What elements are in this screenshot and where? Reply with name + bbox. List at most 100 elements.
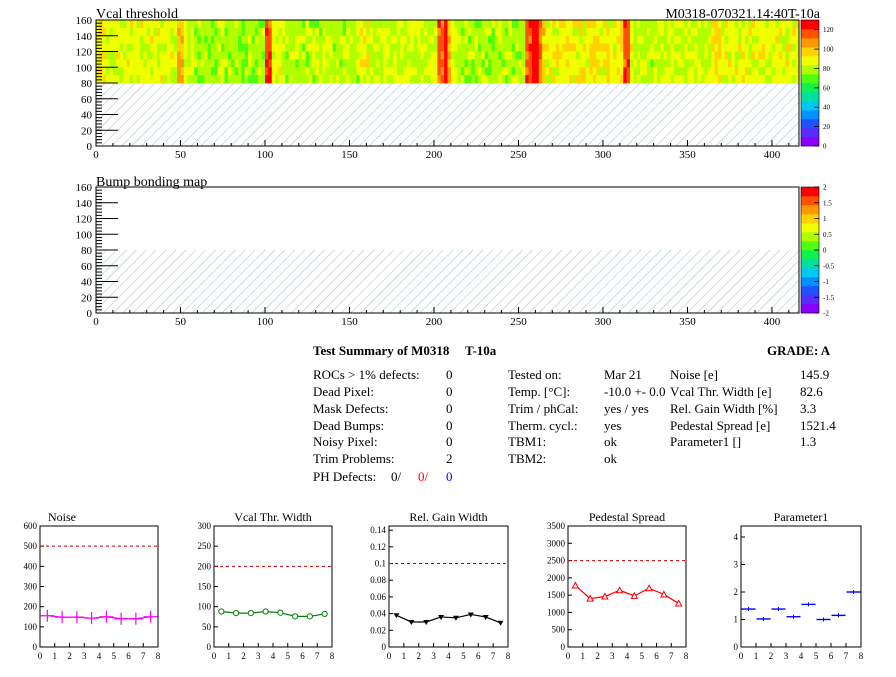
heatmap-cell bbox=[403, 75, 408, 84]
heatmap-cell bbox=[292, 20, 296, 29]
heatmap-cell bbox=[673, 67, 678, 76]
heatmap-cell bbox=[241, 67, 246, 76]
heatmap-cell bbox=[599, 27, 604, 37]
heatmap-cell bbox=[325, 59, 330, 68]
heatmap-cell bbox=[694, 67, 699, 76]
heatmap-cell bbox=[126, 59, 131, 68]
heatmap-cell bbox=[596, 75, 600, 84]
heatmap-cell bbox=[332, 75, 337, 84]
heatmap-cell bbox=[160, 27, 164, 37]
heatmap-cell bbox=[758, 67, 763, 76]
heatmap-cell bbox=[237, 67, 242, 76]
x-tick-label: 0 bbox=[566, 651, 571, 661]
heatmap-cell bbox=[589, 35, 594, 45]
heatmap-cell bbox=[602, 75, 607, 84]
heatmap-cell bbox=[545, 20, 550, 29]
heatmap-cell bbox=[467, 67, 472, 76]
heatmap-cell bbox=[795, 51, 800, 60]
hatched-region bbox=[96, 83, 799, 146]
heatmap-cell bbox=[548, 20, 553, 29]
heatmap-cell bbox=[204, 20, 208, 29]
heatmap-cell bbox=[217, 51, 222, 60]
heatmap-cell bbox=[153, 59, 158, 68]
heatmap-cell bbox=[268, 51, 273, 60]
heatmap-cell bbox=[579, 35, 584, 45]
color-scale-band bbox=[801, 56, 819, 66]
heatmap-cell bbox=[680, 20, 685, 29]
heatmap-cell bbox=[660, 51, 665, 60]
heatmap-cell bbox=[792, 43, 797, 52]
heatmap-cell bbox=[444, 75, 448, 84]
heatmap-cell bbox=[494, 75, 499, 84]
heatmap-cell bbox=[467, 35, 472, 45]
heatmap-cell bbox=[322, 27, 327, 37]
heatmap-cell bbox=[535, 20, 540, 29]
heatmap-cell bbox=[748, 43, 753, 52]
heatmap-cell bbox=[170, 51, 175, 60]
heatmap-cell bbox=[792, 59, 797, 68]
heatmap-cell bbox=[423, 27, 428, 37]
heatmap-cell bbox=[329, 59, 333, 68]
heatmap-cell bbox=[761, 67, 766, 76]
heatmap-cell bbox=[454, 51, 459, 60]
heatmap-cell bbox=[653, 59, 658, 68]
y-tick-label: 60 bbox=[81, 261, 93, 273]
heatmap-cell bbox=[433, 27, 438, 37]
heatmap-cell bbox=[204, 43, 208, 52]
heatmap-cell bbox=[538, 27, 543, 37]
heatmap-cell bbox=[420, 43, 425, 52]
heatmap-cell bbox=[197, 59, 202, 68]
heatmap-cell bbox=[200, 27, 205, 37]
heatmap-cell bbox=[741, 67, 746, 76]
heatmap-cell bbox=[275, 43, 279, 52]
heatmap-cell bbox=[501, 20, 506, 29]
heatmap-cell bbox=[244, 35, 249, 45]
heatmap-cell bbox=[559, 59, 563, 68]
heatmap-cell bbox=[677, 59, 682, 68]
heatmap-cell bbox=[373, 75, 377, 84]
heatmap-cell bbox=[393, 35, 398, 45]
heatmap-cell bbox=[281, 43, 286, 52]
heatmap-cell bbox=[258, 59, 263, 68]
heatmap-cell bbox=[775, 43, 780, 52]
color-scale-band bbox=[801, 20, 819, 30]
heatmap-cell bbox=[765, 75, 769, 84]
heatmap-cell bbox=[728, 43, 732, 52]
heatmap-cell bbox=[633, 35, 638, 45]
heatmap-cell bbox=[751, 43, 756, 52]
heatmap-cell bbox=[444, 20, 448, 29]
heatmap-cell bbox=[207, 75, 212, 84]
heatmap-cell bbox=[640, 51, 644, 60]
heatmap-cell bbox=[96, 59, 100, 68]
heatmap-cell bbox=[150, 67, 154, 76]
heatmap-cell bbox=[420, 67, 425, 76]
heatmap-cell bbox=[528, 51, 533, 60]
heatmap-cell bbox=[373, 59, 377, 68]
heatmap-cell bbox=[670, 51, 675, 60]
heatmap-cell bbox=[332, 43, 337, 52]
heatmap-cell bbox=[386, 67, 391, 76]
heatmap-cell bbox=[562, 20, 567, 29]
heatmap-cell bbox=[457, 43, 462, 52]
heatmap-cell bbox=[660, 20, 665, 29]
heatmap-cell bbox=[271, 35, 276, 45]
color-scale-band bbox=[801, 29, 819, 39]
heatmap-cell bbox=[508, 59, 513, 68]
heatmap-cell bbox=[153, 35, 158, 45]
heatmap-cell bbox=[731, 75, 736, 84]
heatmap-cell bbox=[363, 35, 367, 45]
heatmap-cell bbox=[555, 20, 560, 29]
heatmap-cell bbox=[342, 35, 347, 45]
heatmap-cell bbox=[498, 67, 502, 76]
heatmap-cell bbox=[302, 27, 306, 37]
color-scale-band bbox=[801, 214, 819, 224]
heatmap-cell bbox=[332, 67, 337, 76]
heatmap-cell bbox=[133, 27, 137, 37]
heatmap-cell bbox=[484, 27, 489, 37]
heatmap-cell bbox=[136, 51, 141, 60]
color-scale-frame bbox=[800, 19, 820, 147]
heatmap-cell bbox=[494, 27, 499, 37]
heatmap-cell bbox=[640, 35, 644, 45]
heatmap-cell bbox=[356, 35, 361, 45]
